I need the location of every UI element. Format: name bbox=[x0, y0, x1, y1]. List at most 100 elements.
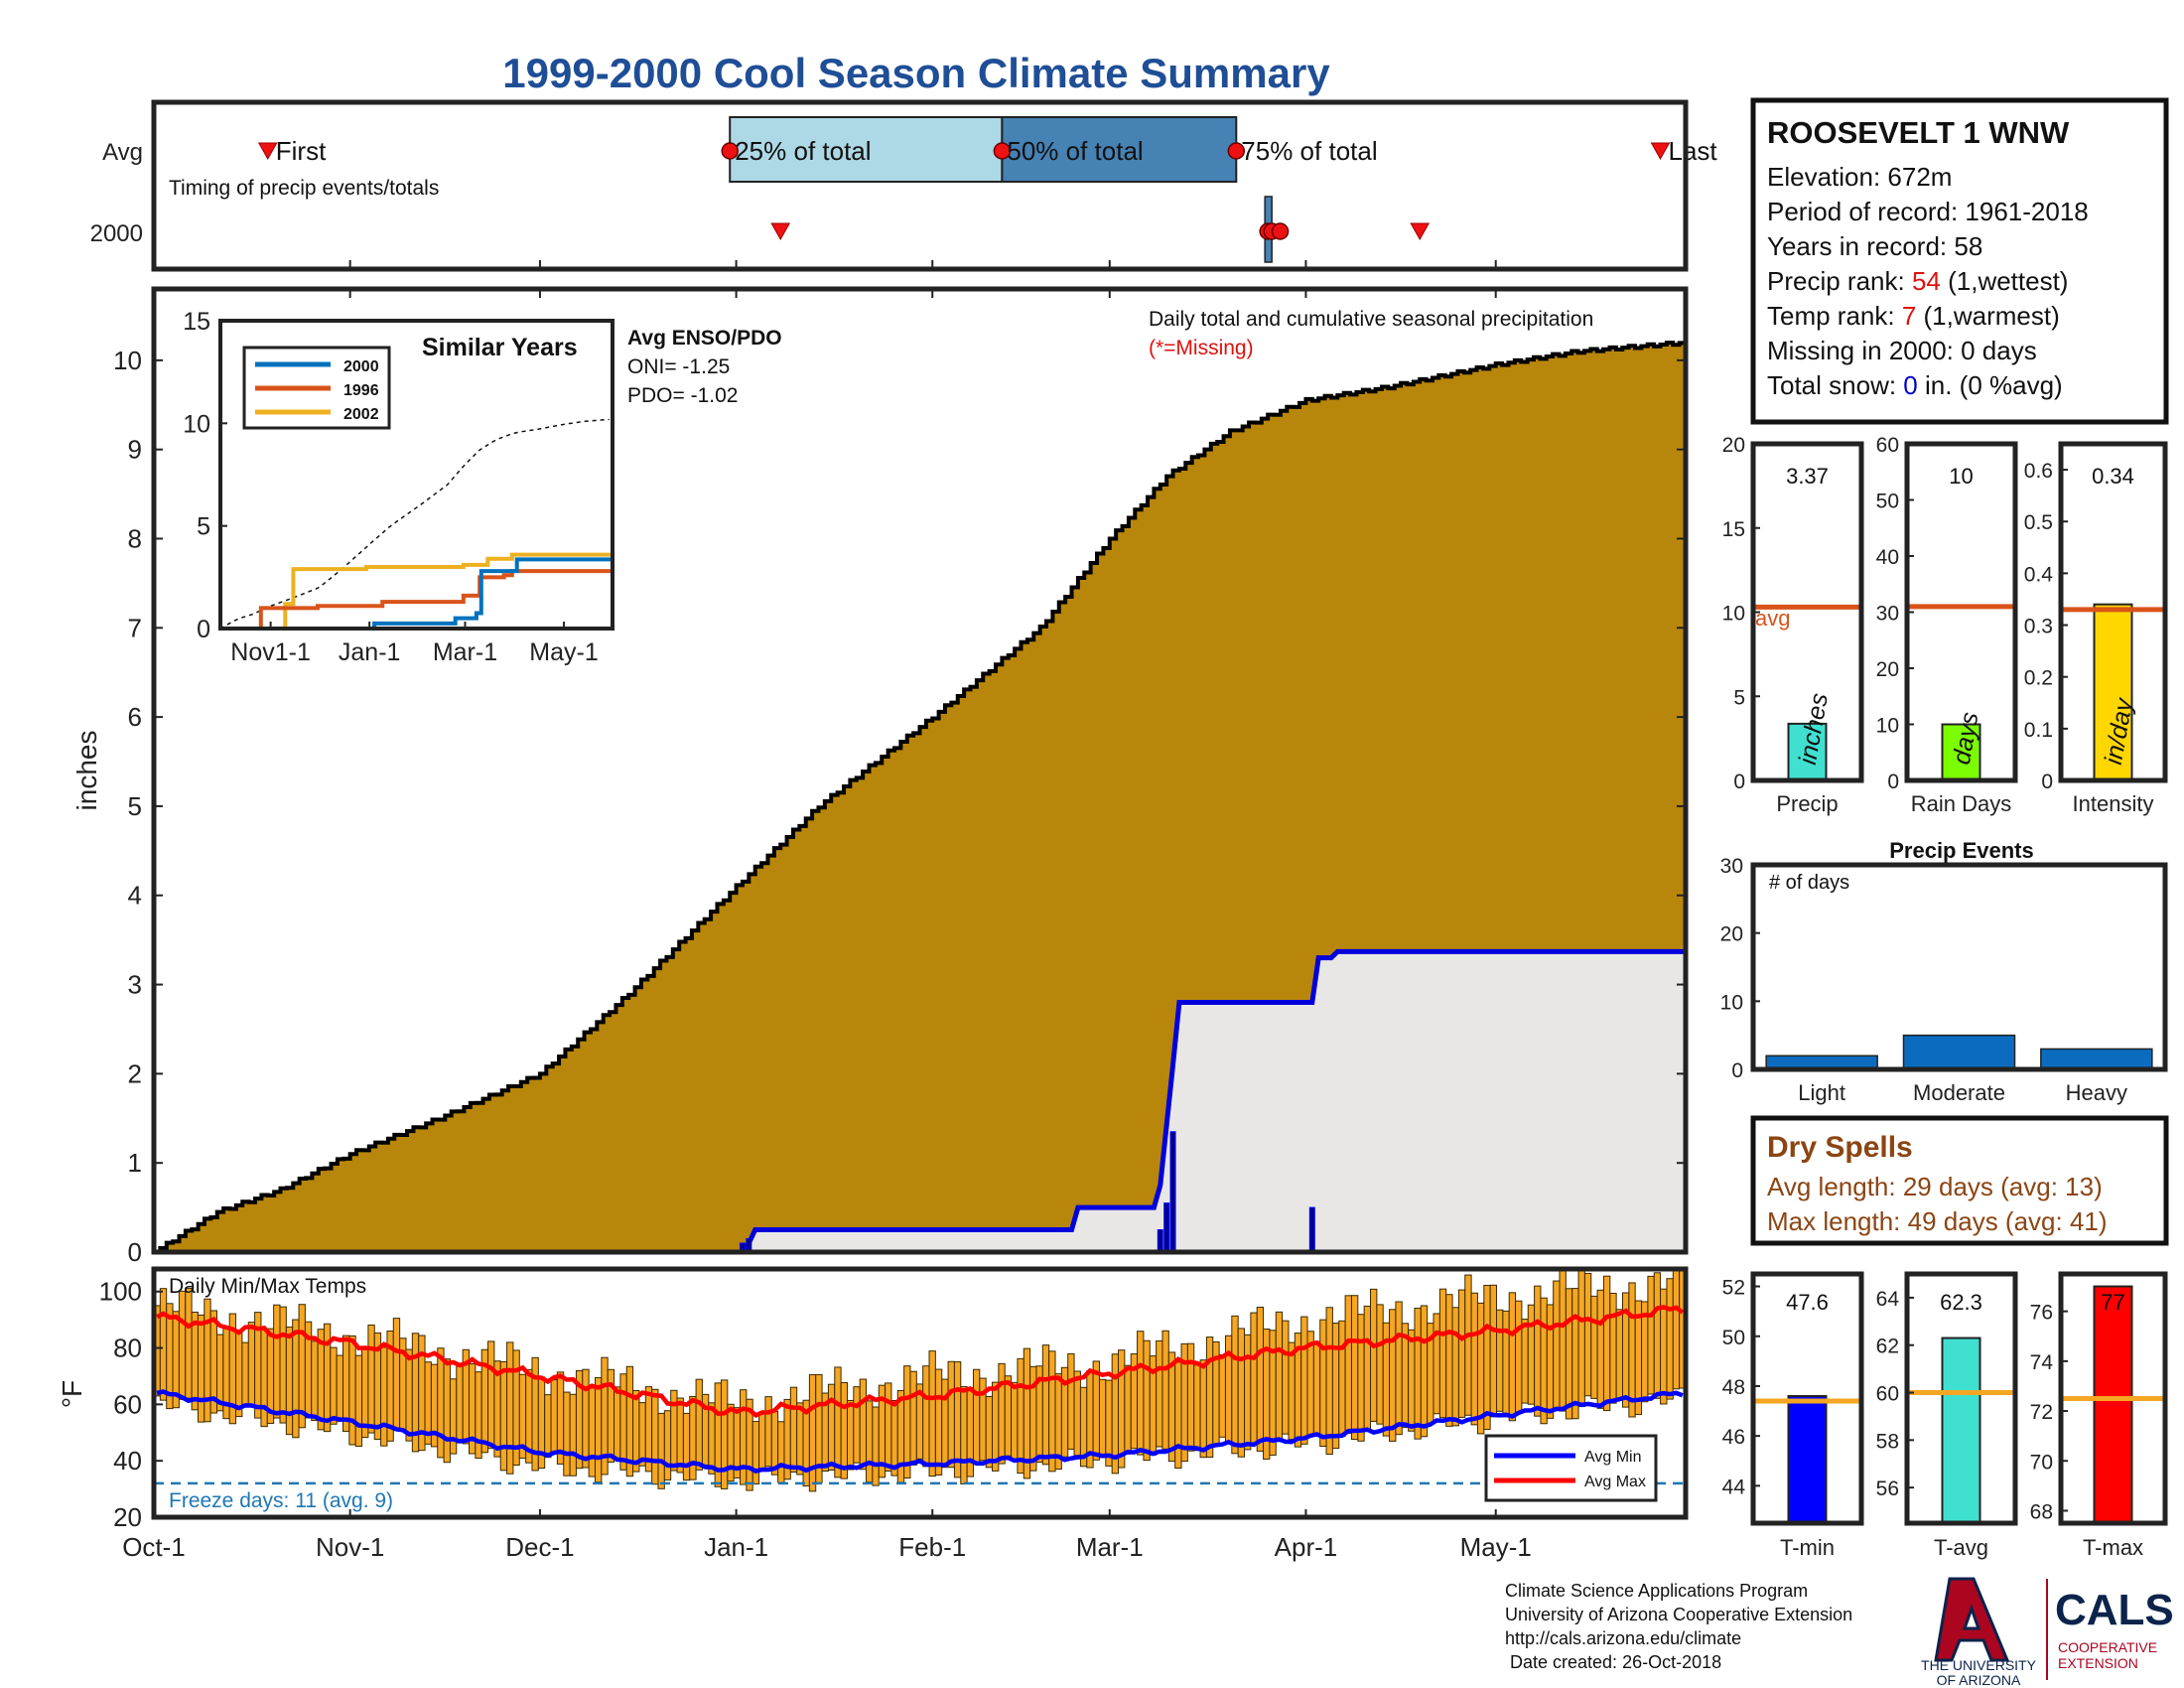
daily-temp-bar bbox=[1457, 1289, 1466, 1418]
daily-temp-bar bbox=[614, 1386, 621, 1462]
tmin-value: 47.6 bbox=[1786, 1290, 1829, 1315]
daily-temp-bar bbox=[695, 1378, 703, 1471]
daily-temp-bar bbox=[1011, 1381, 1019, 1462]
tmin-label: T-min bbox=[1780, 1535, 1835, 1560]
precip-y-tick-label: 20 bbox=[1722, 434, 1745, 457]
daily-temp-bar bbox=[808, 1374, 817, 1492]
daily-temp-bar bbox=[651, 1388, 659, 1485]
tavg-value: 62.3 bbox=[1940, 1290, 1982, 1315]
daily-temp-bar bbox=[185, 1287, 193, 1399]
intensity-y-tick-label: 0.2 bbox=[2024, 667, 2053, 690]
x-tick-label: Nov-1 bbox=[316, 1532, 384, 1562]
daily-temp-bar bbox=[443, 1358, 451, 1464]
daily-temp-bar bbox=[1515, 1300, 1523, 1414]
daily-temp-bar bbox=[1312, 1340, 1321, 1436]
season-x-axis: Oct-1 Nov-1 Dec-1 Jan-1 Feb-1 Mar-1 Apr-1 May-1 bbox=[122, 260, 1532, 1562]
daily-temp-bar bbox=[960, 1386, 968, 1484]
daily-temp-bar bbox=[1527, 1304, 1536, 1405]
tmin-y-tick-label: 48 bbox=[1722, 1376, 1745, 1399]
daily-temp-bar bbox=[1167, 1351, 1176, 1463]
station-name: ROOSEVELT 1 WNW bbox=[1767, 115, 2070, 150]
daily-temp-bar bbox=[1124, 1364, 1132, 1455]
daily-temp-bar bbox=[1628, 1282, 1636, 1418]
legend-label-2002: 2002 bbox=[343, 406, 379, 423]
event-bar-moderate bbox=[1902, 1034, 2016, 1070]
daily-temp-bar bbox=[582, 1368, 590, 1469]
similar-years-lines bbox=[219, 418, 613, 631]
q50-label: 50% of total bbox=[1007, 136, 1143, 166]
daily-temp-bar bbox=[1408, 1329, 1416, 1432]
last-label: Last bbox=[1668, 136, 1717, 166]
daily-temp-bar bbox=[1546, 1304, 1555, 1419]
inset-legend: 2000 1996 2002 bbox=[242, 346, 391, 430]
tmin-y-tick-label: 52 bbox=[1722, 1277, 1745, 1300]
temp-summary-tmin: 44 46 48 50 52 47.6 T-min bbox=[1722, 1271, 1864, 1560]
daily-temp-bar bbox=[594, 1377, 603, 1483]
daily-temp-bar bbox=[1672, 1268, 1681, 1390]
daily-temp-bar bbox=[1464, 1274, 1472, 1416]
daily-temp-bar bbox=[1502, 1310, 1510, 1418]
precip-frame bbox=[151, 286, 1689, 1255]
daily-temp-bar bbox=[1256, 1307, 1265, 1452]
daily-temp-bar bbox=[619, 1373, 627, 1471]
daily-temp-bar bbox=[550, 1378, 558, 1455]
daily-temp-bar bbox=[1067, 1352, 1075, 1450]
daily-temp-bar bbox=[1496, 1309, 1504, 1412]
tavg-y-tick-label: 56 bbox=[1876, 1477, 1899, 1500]
rain_days-y-tick-label: 30 bbox=[1876, 603, 1899, 626]
avg-q25-marker bbox=[721, 142, 739, 160]
daily-temp-bar bbox=[178, 1290, 187, 1400]
temp-y-tick-label: 40 bbox=[113, 1446, 142, 1476]
inset-x-tick-label: Mar-1 bbox=[433, 638, 497, 666]
temp-bars bbox=[153, 1268, 1687, 1492]
timing-note: Timing of precip events/totals bbox=[169, 177, 439, 200]
daily-temp-bar bbox=[1098, 1378, 1107, 1459]
dry-spells-max: Max length: 49 days (avg: 41) bbox=[1767, 1206, 2108, 1236]
footer-credits: Climate Science Applications Program Uni… bbox=[1505, 1581, 1852, 1672]
daily-temp-bar bbox=[1218, 1353, 1226, 1438]
ua-a-icon bbox=[1934, 1577, 2010, 1662]
precip-bar bbox=[1787, 722, 1828, 781]
tavg-y-tick-label: 62 bbox=[1876, 1336, 1899, 1358]
daily-precip-bar bbox=[1157, 1229, 1163, 1253]
daily-temp-bar bbox=[563, 1391, 571, 1477]
q25-label: 25% of total bbox=[735, 136, 871, 166]
daily-temp-bar bbox=[241, 1341, 249, 1407]
x-tick-label: Oct-1 bbox=[122, 1532, 186, 1562]
tavg-y-tick-label: 60 bbox=[1876, 1383, 1899, 1406]
precip-y-tick-label: 10 bbox=[113, 346, 142, 375]
x-tick-label: May-1 bbox=[1460, 1532, 1532, 1562]
daily-temp-bar bbox=[273, 1304, 281, 1419]
daily-temp-bar bbox=[1156, 1339, 1163, 1448]
daily-temp-bar bbox=[740, 1389, 748, 1485]
events-y-tick-label: 0 bbox=[1731, 1059, 1743, 1082]
tmax-y-tick-label: 70 bbox=[2030, 1451, 2053, 1474]
tavg-bar bbox=[1941, 1336, 1981, 1524]
intensity-y-tick-label: 0.1 bbox=[2024, 719, 2053, 742]
first-label: First bbox=[276, 136, 327, 166]
enso-pdo: PDO= -1.02 bbox=[627, 384, 738, 407]
station-years: Years in record: 58 bbox=[1767, 231, 1982, 261]
daily-temp-bar bbox=[896, 1389, 905, 1483]
footer-line1: Climate Science Applications Program bbox=[1505, 1581, 1808, 1601]
precip-y-tick-label: 15 bbox=[1722, 518, 1745, 541]
tmax-y-tick-label: 72 bbox=[2030, 1401, 2053, 1424]
daily-temp-bar bbox=[682, 1412, 691, 1481]
legend-label-2000: 2000 bbox=[343, 358, 379, 375]
daily-temp-bar bbox=[708, 1402, 716, 1475]
x-tick-label: Dec-1 bbox=[505, 1532, 574, 1562]
daily-temp-bar bbox=[1420, 1305, 1429, 1438]
ua-logo: THE UNIVERSITY OF ARIZONA CALS COOPERATI… bbox=[1921, 1577, 2174, 1688]
events-y-tick-label: 30 bbox=[1720, 855, 1743, 878]
tmax-frame bbox=[2058, 1271, 2168, 1526]
year-last-marker bbox=[1410, 222, 1431, 241]
daily-temp-bar bbox=[1193, 1364, 1201, 1452]
inset-frame bbox=[218, 319, 614, 631]
daily-temp-bar bbox=[827, 1383, 836, 1472]
inset-avg-line bbox=[219, 418, 610, 630]
daily-temp-bar bbox=[1250, 1312, 1258, 1446]
precip-y-tick-label: 5 bbox=[128, 791, 142, 821]
timing-year-label: 2000 bbox=[90, 220, 143, 247]
inset-series-1996 bbox=[220, 569, 613, 631]
